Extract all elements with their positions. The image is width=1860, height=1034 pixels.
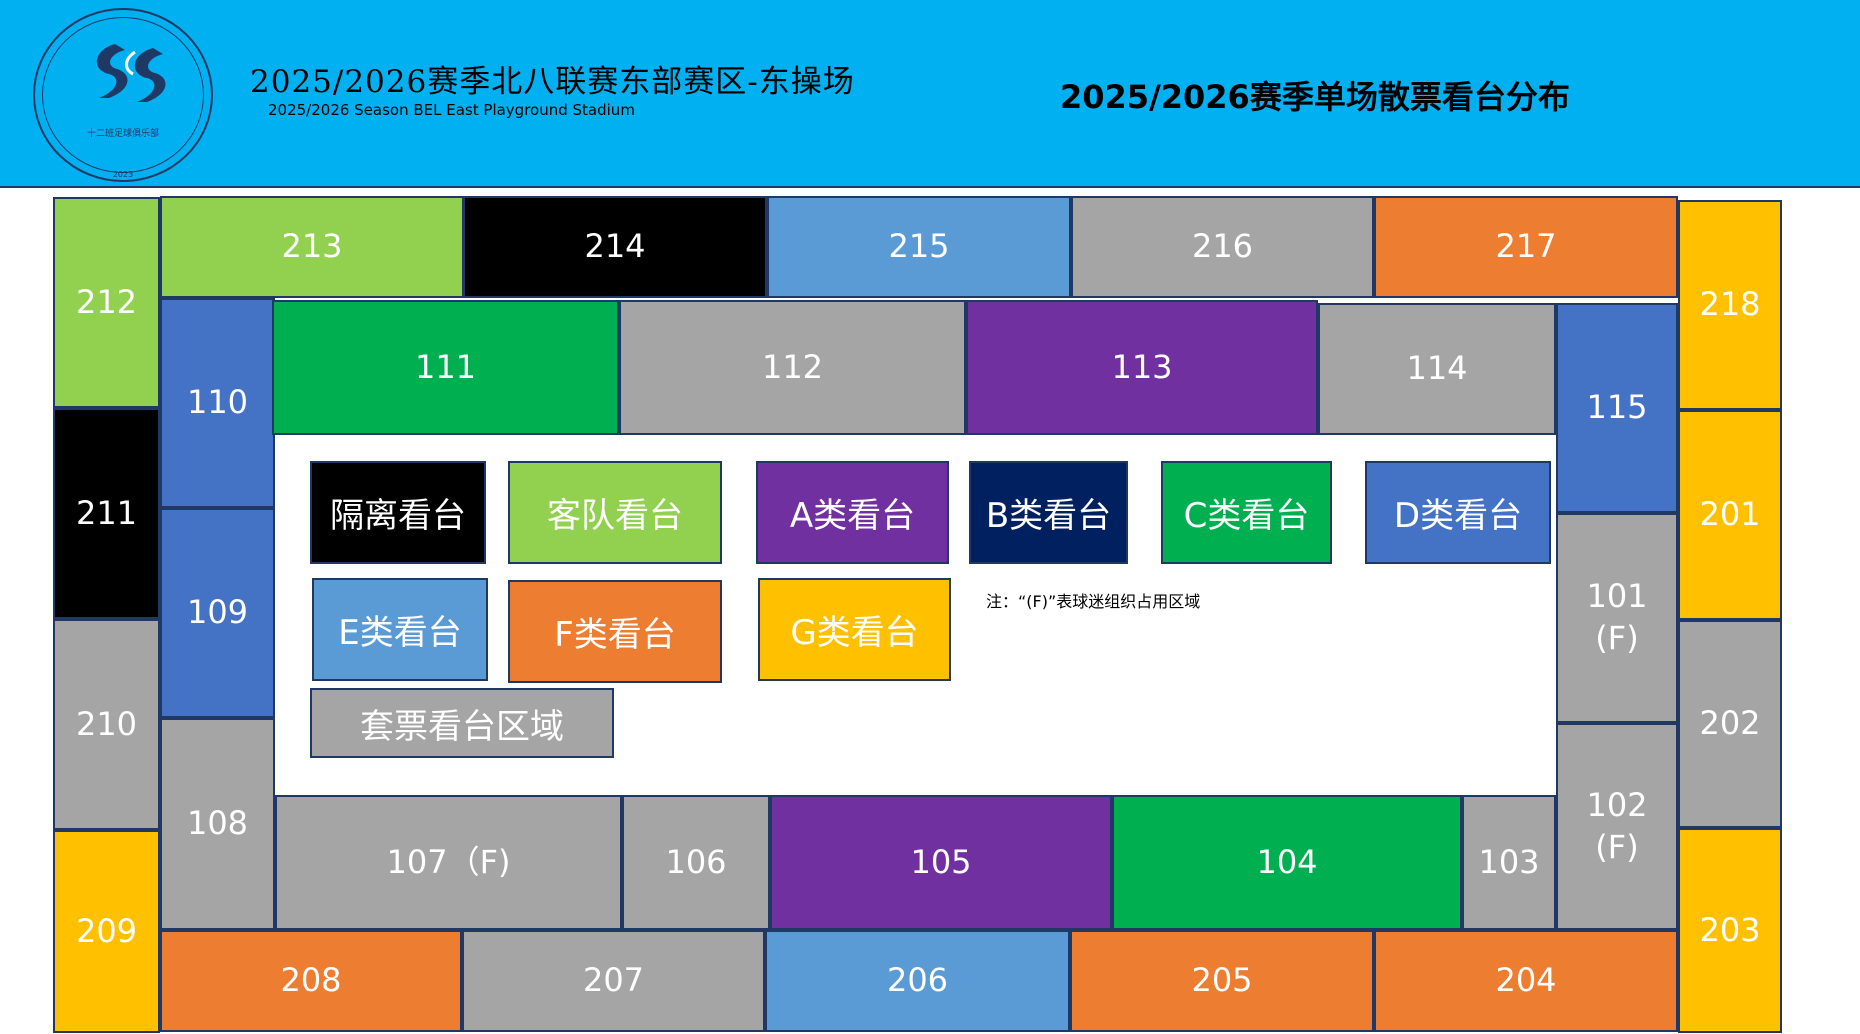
section-115: 115 <box>1556 303 1678 513</box>
section-205: 205 <box>1070 930 1374 1032</box>
section-218: 218 <box>1678 200 1782 410</box>
section-114: 114 <box>1318 303 1556 435</box>
section-102: 102 (F) <box>1556 723 1678 930</box>
section-209: 209 <box>53 830 160 1033</box>
section-215: 215 <box>767 196 1071 298</box>
logo-ring <box>42 17 204 173</box>
distribution-title: 2025/2026赛季单场散票看台分布 <box>1060 78 1570 116</box>
legend-B: B类看台 <box>969 461 1128 564</box>
section-214: 214 <box>463 196 767 298</box>
section-113: 113 <box>966 300 1318 435</box>
section-110: 110 <box>160 298 275 508</box>
header-banner: 十二班足球俱乐部 2023 2025/2026赛季北八联赛东部赛区-东操场 20… <box>0 0 1860 188</box>
section-206: 206 <box>765 930 1070 1032</box>
section-210: 210 <box>53 619 160 830</box>
section-106: 106 <box>622 795 770 930</box>
legend-package: 套票看台区域 <box>310 688 614 758</box>
section-111: 111 <box>272 300 619 435</box>
section-101: 101 (F) <box>1556 513 1678 723</box>
section-108: 108 <box>160 718 275 930</box>
legend-A: A类看台 <box>756 461 949 564</box>
section-107: 107（F) <box>275 795 622 930</box>
section-203: 203 <box>1678 828 1782 1033</box>
section-202: 202 <box>1678 620 1782 828</box>
legend-away: 客队看台 <box>508 461 722 564</box>
section-109: 109 <box>160 508 275 718</box>
section-216: 216 <box>1071 196 1374 298</box>
logo-emblem-icon <box>96 44 166 102</box>
section-201: 201 <box>1678 410 1782 620</box>
section-208: 208 <box>160 930 462 1032</box>
legend-G: G类看台 <box>758 578 951 681</box>
section-112: 112 <box>619 300 966 435</box>
section-213: 213 <box>160 196 464 298</box>
logo-text: 十二班足球俱乐部 <box>86 129 159 139</box>
section-207: 207 <box>462 930 765 1032</box>
logo-year: 2023 <box>112 170 134 179</box>
section-103: 103 <box>1462 795 1556 930</box>
section-212: 212 <box>53 197 160 408</box>
legend-F: F类看台 <box>508 580 722 683</box>
club-logo: 十二班足球俱乐部 2023 <box>33 8 213 182</box>
section-217: 217 <box>1374 196 1678 298</box>
fan-group-note: 注：“(F)”表球迷组织占用区域 <box>986 592 1201 611</box>
section-104: 104 <box>1112 795 1462 930</box>
legend-isolation: 隔离看台 <box>310 461 486 564</box>
section-211: 211 <box>53 408 160 619</box>
legend-C: C类看台 <box>1161 461 1332 564</box>
legend-D: D类看台 <box>1365 461 1551 564</box>
section-204: 204 <box>1374 930 1678 1032</box>
page-subtitle: 2025/2026 Season BEL East Playground Sta… <box>268 101 635 119</box>
section-105: 105 <box>770 795 1112 930</box>
page-title: 2025/2026赛季北八联赛东部赛区-东操场 <box>250 64 855 100</box>
legend-E: E类看台 <box>312 578 488 681</box>
